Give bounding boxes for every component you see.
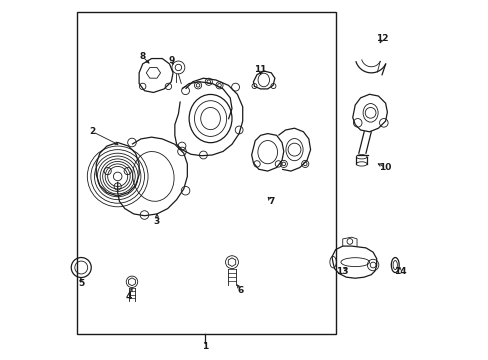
Text: 14: 14	[393, 267, 406, 276]
Text: 3: 3	[154, 217, 160, 226]
Text: 1: 1	[202, 342, 208, 351]
Text: 8: 8	[139, 52, 145, 61]
Text: 4: 4	[125, 292, 131, 301]
Text: 13: 13	[336, 267, 348, 276]
Text: 12: 12	[375, 35, 387, 44]
Text: 10: 10	[379, 163, 391, 172]
Text: 5: 5	[78, 279, 84, 288]
Text: 2: 2	[89, 127, 96, 136]
Text: 7: 7	[267, 197, 274, 206]
Text: 11: 11	[254, 65, 266, 74]
Text: 9: 9	[168, 56, 174, 65]
Bar	[77, 12, 335, 334]
Text: 6: 6	[237, 286, 244, 295]
